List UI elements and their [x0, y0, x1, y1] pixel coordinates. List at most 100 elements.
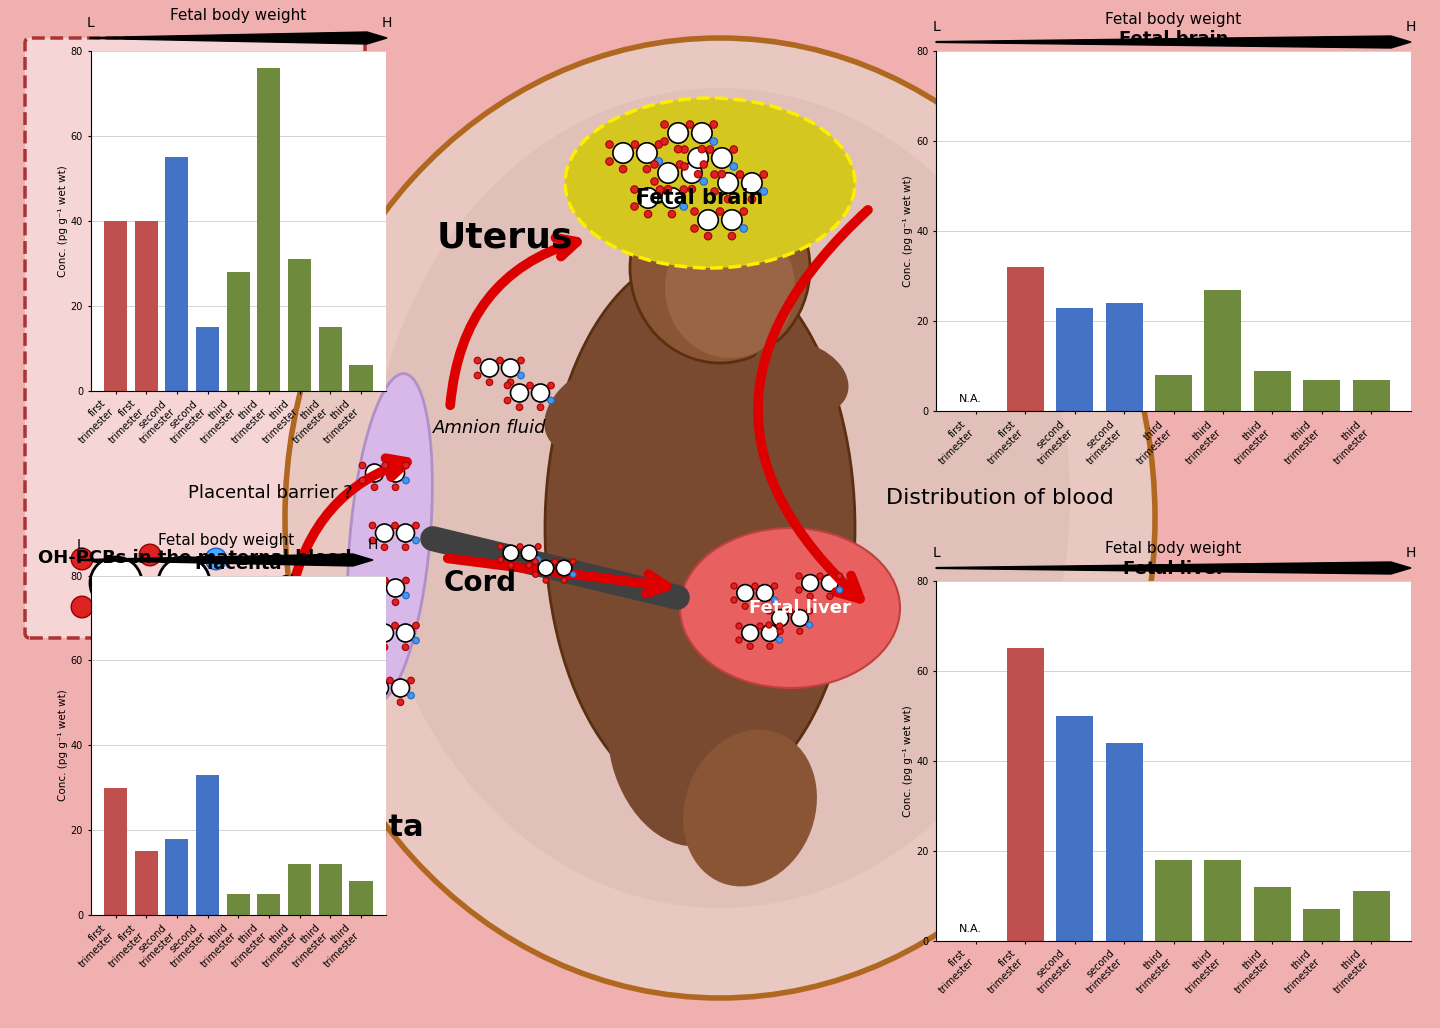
Text: H: H: [382, 16, 392, 30]
Circle shape: [729, 232, 736, 240]
Text: N.A.: N.A.: [959, 395, 982, 404]
Ellipse shape: [370, 88, 1070, 908]
Text: Placenta: Placenta: [275, 813, 425, 843]
Circle shape: [737, 585, 753, 601]
Circle shape: [392, 622, 399, 629]
Circle shape: [674, 145, 683, 153]
Circle shape: [668, 122, 688, 143]
Circle shape: [662, 188, 683, 209]
Circle shape: [700, 178, 707, 185]
Circle shape: [487, 379, 492, 386]
Bar: [1057, 307, 1093, 411]
Circle shape: [719, 173, 739, 193]
Circle shape: [504, 382, 511, 389]
Circle shape: [158, 557, 210, 609]
Text: L: L: [932, 546, 940, 560]
Bar: [318, 864, 341, 915]
Circle shape: [376, 624, 393, 642]
Circle shape: [687, 120, 694, 128]
Circle shape: [359, 463, 366, 469]
Ellipse shape: [608, 650, 752, 846]
Circle shape: [547, 382, 554, 389]
Circle shape: [366, 579, 383, 597]
Circle shape: [806, 593, 814, 599]
Circle shape: [772, 583, 778, 589]
Circle shape: [508, 562, 514, 568]
Circle shape: [724, 195, 732, 203]
Text: Fetal brain: Fetal brain: [636, 188, 763, 208]
Circle shape: [504, 397, 511, 404]
Circle shape: [613, 143, 634, 163]
Text: H: H: [367, 538, 379, 552]
Text: Fetal body weight: Fetal body weight: [158, 533, 294, 548]
Polygon shape: [936, 36, 1411, 48]
Bar: [1303, 909, 1341, 941]
Circle shape: [760, 188, 768, 195]
Bar: [1352, 379, 1390, 411]
Circle shape: [366, 464, 383, 482]
Circle shape: [680, 203, 687, 211]
Bar: [1057, 715, 1093, 941]
Circle shape: [359, 592, 366, 598]
Bar: [1155, 859, 1192, 941]
Circle shape: [382, 577, 389, 584]
Circle shape: [481, 359, 498, 377]
Ellipse shape: [544, 253, 855, 803]
Circle shape: [547, 397, 554, 404]
Text: Fetal body weight: Fetal body weight: [1104, 541, 1241, 556]
Circle shape: [792, 610, 808, 626]
Circle shape: [806, 608, 812, 614]
Text: Cl: Cl: [278, 574, 294, 592]
Circle shape: [71, 596, 92, 618]
Bar: [228, 893, 249, 915]
Polygon shape: [81, 554, 373, 566]
Ellipse shape: [631, 173, 809, 363]
Bar: [1106, 742, 1143, 941]
Circle shape: [507, 379, 514, 386]
Circle shape: [606, 157, 613, 166]
Circle shape: [474, 372, 481, 378]
Bar: [135, 851, 158, 915]
Title: Fetal liver: Fetal liver: [1123, 560, 1224, 578]
Bar: [135, 221, 158, 391]
Circle shape: [501, 359, 520, 377]
Circle shape: [827, 593, 832, 599]
Circle shape: [636, 143, 657, 163]
Circle shape: [533, 558, 539, 564]
Circle shape: [691, 208, 698, 215]
Circle shape: [736, 637, 742, 644]
Y-axis label: Conc. (pg g⁻¹ wet wt): Conc. (pg g⁻¹ wet wt): [58, 690, 68, 801]
Circle shape: [736, 171, 743, 178]
Bar: [288, 864, 311, 915]
Title: Placenta: Placenta: [194, 555, 282, 573]
Circle shape: [668, 211, 675, 218]
Bar: [1254, 886, 1290, 941]
Circle shape: [498, 544, 504, 549]
Circle shape: [403, 477, 409, 484]
Circle shape: [518, 357, 524, 364]
Bar: [350, 365, 373, 391]
Circle shape: [821, 575, 838, 591]
Circle shape: [503, 545, 518, 561]
Circle shape: [766, 608, 772, 614]
Circle shape: [766, 644, 773, 650]
Circle shape: [376, 524, 393, 542]
Circle shape: [516, 404, 523, 410]
Circle shape: [387, 677, 393, 684]
Circle shape: [698, 210, 719, 230]
Circle shape: [742, 603, 749, 610]
Ellipse shape: [544, 362, 655, 453]
Ellipse shape: [665, 218, 795, 358]
Circle shape: [837, 573, 842, 579]
Circle shape: [796, 573, 802, 579]
Text: Fetal liver: Fetal liver: [749, 599, 851, 617]
Circle shape: [539, 560, 554, 576]
Circle shape: [706, 146, 714, 153]
Ellipse shape: [683, 730, 816, 886]
Circle shape: [71, 548, 92, 570]
Circle shape: [392, 680, 409, 697]
Circle shape: [806, 622, 812, 628]
Bar: [258, 893, 281, 915]
Circle shape: [631, 203, 638, 211]
Circle shape: [570, 558, 576, 564]
